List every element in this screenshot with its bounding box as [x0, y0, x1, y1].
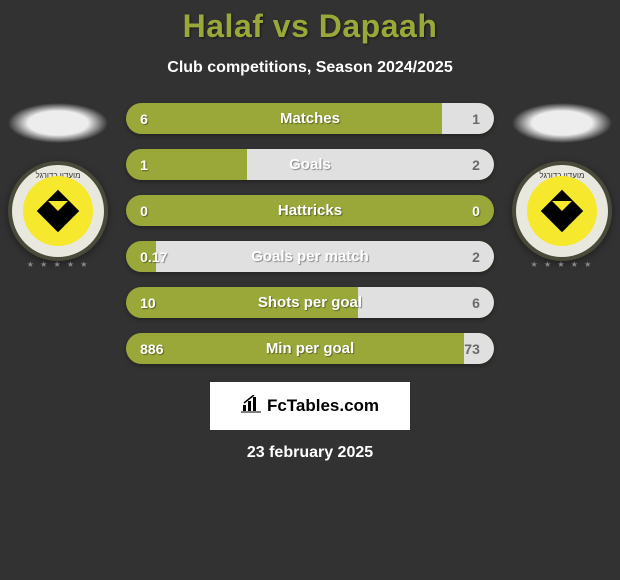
player-right-column: מועדון כדורגל ★ ★ ★ ★ ★: [504, 103, 620, 261]
badge-stars: ★ ★ ★ ★ ★: [531, 260, 594, 269]
stat-row: 886 Min per goal 73: [126, 333, 494, 364]
club-badge-left[interactable]: מועדון כדורגל ★ ★ ★ ★ ★: [8, 161, 108, 261]
stat-label: Hattricks: [278, 202, 342, 219]
stat-label: Goals per match: [251, 248, 369, 265]
stat-value-left: 6: [140, 111, 148, 127]
badge-stars: ★ ★ ★ ★ ★: [27, 260, 90, 269]
diamond-icon: [37, 190, 79, 232]
stat-value-left: 0.17: [140, 249, 167, 265]
stat-value-right: 73: [464, 341, 480, 357]
stat-row: 0.17 Goals per match 2: [126, 241, 494, 272]
stat-value-left: 0: [140, 203, 148, 219]
stat-row: 1 Goals 2: [126, 149, 494, 180]
subtitle: Club competitions, Season 2024/2025: [0, 59, 620, 77]
stat-value-left: 10: [140, 295, 156, 311]
badge-inner: [23, 176, 93, 246]
stat-label: Min per goal: [266, 340, 354, 357]
stat-fill-right: [442, 103, 493, 134]
date-label: 23 february 2025: [0, 444, 620, 462]
club-badge-right[interactable]: מועדון כדורגל ★ ★ ★ ★ ★: [512, 161, 612, 261]
diamond-icon: [541, 190, 583, 232]
stat-label: Shots per goal: [258, 294, 362, 311]
page-title: Halaf vs Dapaah: [0, 8, 620, 45]
stat-value-right: 2: [472, 157, 480, 173]
stat-row: 0 Hattricks 0: [126, 195, 494, 226]
stat-value-right: 1: [472, 111, 480, 127]
fctables-logo[interactable]: FcTables.com: [210, 382, 410, 430]
player-right-avatar: [512, 103, 612, 143]
stat-value-right: 0: [472, 203, 480, 219]
stat-value-left: 886: [140, 341, 163, 357]
badge-inner: [527, 176, 597, 246]
stat-value-left: 1: [140, 157, 148, 173]
player-left-column: מועדון כדורגל ★ ★ ★ ★ ★: [0, 103, 116, 261]
comparison-widget: Halaf vs Dapaah Club competitions, Seaso…: [0, 0, 620, 462]
stat-fill-right: [247, 149, 493, 180]
stats-column: 6 Matches 1 1 Goals 2 0 Hattricks 0 0.17 Goals per…: [126, 103, 494, 364]
main-content: מועדון כדורגל ★ ★ ★ ★ ★ 6 Matches 1 1 Goals 2…: [0, 103, 620, 364]
stat-label: Goals: [289, 156, 331, 173]
stat-label: Matches: [280, 110, 340, 127]
stat-value-right: 6: [472, 295, 480, 311]
player-left-avatar: [8, 103, 108, 143]
bar-chart-icon: [241, 395, 261, 418]
stat-value-right: 2: [472, 249, 480, 265]
logo-text: FcTables.com: [267, 396, 379, 416]
stat-row: 6 Matches 1: [126, 103, 494, 134]
stat-row: 10 Shots per goal 6: [126, 287, 494, 318]
